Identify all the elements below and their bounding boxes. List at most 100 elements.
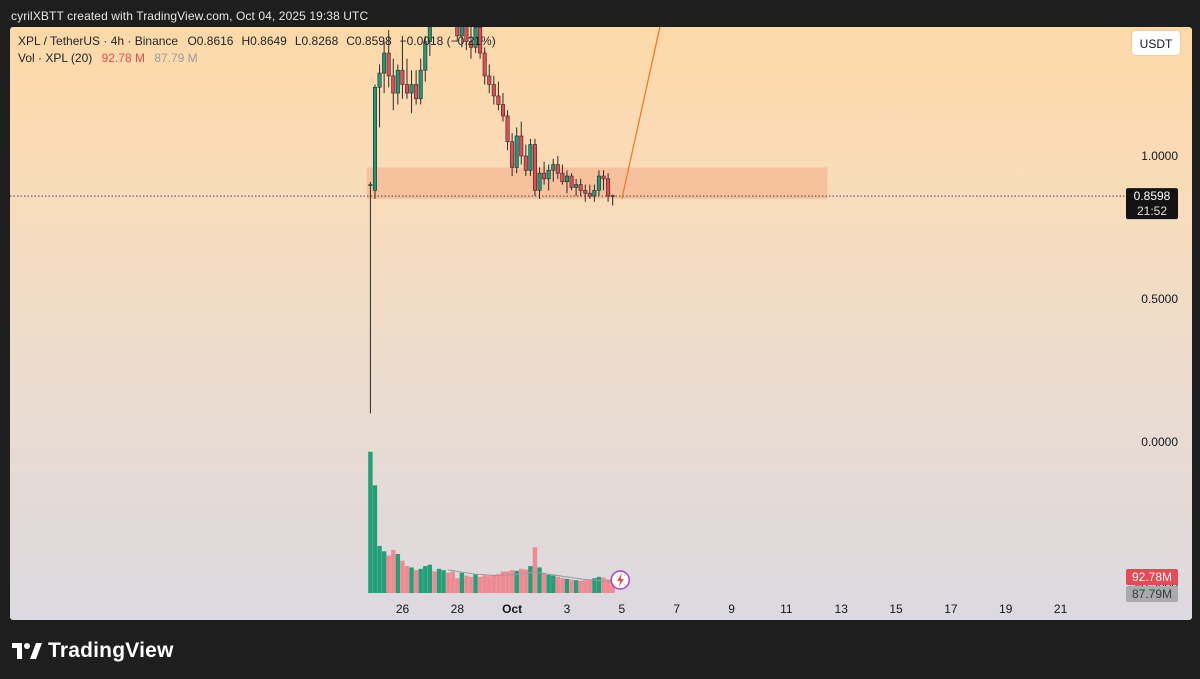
candle — [414, 70, 419, 105]
candle-body — [427, 27, 432, 42]
volume-bar — [368, 451, 373, 593]
currency-button[interactable]: USDT — [1132, 31, 1180, 55]
y-axis-tick-label: 0.0000 — [1141, 435, 1178, 449]
volume-bar — [459, 572, 465, 593]
close-value: C0.8598 — [346, 34, 392, 48]
x-axis-tick-label: 17 — [944, 602, 958, 616]
last-price-badge — [1126, 188, 1178, 220]
symbol-name[interactable]: XPL / TetherUS · 4h · Binance — [18, 34, 179, 48]
volume-badge-label: 92.78M — [1132, 570, 1172, 584]
high-value: H0.8649 — [241, 34, 287, 48]
candle-body — [491, 84, 496, 97]
candle-body — [601, 175, 606, 180]
candle — [519, 121, 524, 165]
volume-bar — [441, 570, 446, 593]
x-axis-tick-label: 26 — [396, 602, 410, 616]
candle — [610, 194, 615, 206]
candle-body — [542, 172, 547, 180]
candle — [551, 158, 556, 182]
volume-bar — [596, 576, 602, 593]
candle-body — [496, 95, 501, 105]
candle — [514, 127, 519, 174]
tradingview-logo: TradingView — [12, 637, 174, 665]
volume-bar — [587, 579, 593, 593]
volume-bar — [610, 580, 615, 593]
candle-body — [482, 52, 487, 77]
flash-icon-bolt — [617, 573, 624, 587]
candle — [418, 58, 423, 105]
candle — [587, 184, 592, 199]
candle — [400, 35, 405, 99]
candle — [464, 27, 469, 51]
volume-bar — [423, 566, 428, 593]
x-axis-tick-label: 11 — [780, 602, 793, 616]
volume-bar — [377, 545, 382, 593]
volume-ma-badge-label: 87.79M — [1132, 587, 1172, 601]
candle — [500, 93, 505, 122]
candle — [523, 144, 528, 177]
x-axis-tick-label: 13 — [835, 602, 849, 616]
volume-bar — [450, 571, 455, 593]
candle — [564, 170, 569, 194]
candle-body — [455, 27, 460, 37]
volume-indicator-label[interactable]: Vol · XPL (20) — [18, 51, 93, 65]
candle-body — [532, 144, 537, 191]
volume-bar — [555, 576, 561, 593]
volume-bar — [546, 574, 551, 593]
candle — [569, 173, 574, 191]
candle — [395, 64, 400, 105]
x-axis-tick-label: 28 — [451, 602, 465, 616]
volume-bar — [601, 577, 606, 593]
chart-credit: cyrilXBTT created with TradingView.com, … — [11, 9, 369, 23]
candle — [372, 84, 377, 199]
volume-bar — [532, 547, 538, 593]
candle-body — [510, 141, 515, 168]
last-price-label: 0.8598 — [1134, 189, 1171, 203]
candle — [505, 110, 510, 151]
x-axis-tick-label: Oct — [502, 602, 522, 616]
candle-body — [464, 27, 469, 42]
volume-bar — [528, 566, 533, 593]
volume-bar — [413, 570, 419, 593]
volume-bar — [564, 578, 570, 593]
volume-bar — [477, 576, 483, 593]
volume-bar — [409, 567, 414, 593]
candle-body — [555, 164, 560, 174]
candle — [510, 133, 515, 177]
low-value: L0.8268 — [294, 34, 339, 48]
candle-body — [583, 190, 588, 194]
candle — [491, 75, 496, 105]
candle — [555, 156, 560, 179]
candle — [482, 47, 487, 85]
volume-ma-value: 87.79 M — [154, 51, 198, 65]
volume-bar — [482, 575, 487, 593]
chart-panel[interactable]: 2.50002.00001.50001.00000.50000.0000−0.5… — [10, 27, 1192, 620]
volume-bar — [519, 568, 524, 593]
volume-ma-line — [448, 569, 613, 582]
candle — [377, 64, 382, 128]
x-axis-tick-label: 3 — [564, 602, 571, 616]
candle-body — [523, 155, 528, 171]
candle — [459, 27, 464, 48]
candle — [368, 181, 373, 414]
candle-body — [382, 52, 387, 74]
volume-bar — [569, 579, 574, 593]
candle-body — [528, 144, 533, 171]
candle — [382, 41, 387, 94]
volume-bar — [381, 551, 387, 593]
volume-badge — [1126, 569, 1178, 585]
price-chart[interactable]: 2.50002.00001.50001.00000.50000.0000−0.5… — [10, 27, 1192, 620]
x-axis-tick-label: 9 — [728, 602, 735, 616]
candle — [596, 170, 601, 197]
candle-body — [569, 175, 574, 188]
candle — [592, 184, 597, 202]
candle-countdown-label: 21:52 — [1137, 204, 1167, 218]
symbol-legend: XPL / TetherUS · 4h · Binance O0.8616 H0.… — [18, 34, 502, 48]
candle-body — [610, 195, 615, 197]
tradingview-wordmark: TradingView — [48, 639, 174, 662]
volume-bar — [523, 569, 529, 593]
volume-bar — [455, 578, 460, 593]
candle — [427, 27, 432, 56]
candle — [560, 164, 565, 185]
candle-body — [468, 41, 473, 48]
